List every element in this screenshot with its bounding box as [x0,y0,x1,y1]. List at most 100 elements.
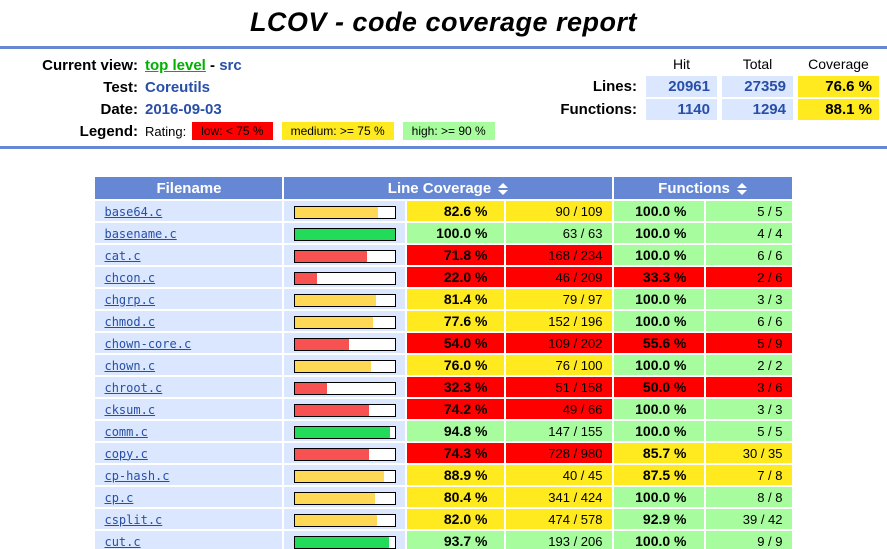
lines-hit: 20961 [646,76,717,97]
func-pct-cell: 100.0 % [613,223,704,243]
file-link[interactable]: chcon.c [104,270,156,285]
coverage-bar-fill [294,382,328,394]
coverage-bar [293,337,396,351]
table-row: cut.c 93.7 % 193 / 206 100.0 % 9 / 9 [95,531,792,549]
filename-cell: comm.c [95,421,283,441]
table-row: cksum.c 74.2 % 49 / 66 100.0 % 3 / 3 [95,399,792,419]
current-view-value: top level - src [145,57,242,74]
coverage-bar-fill [294,228,395,240]
filename-header-label: Filename [156,179,222,197]
legend-medium-badge: medium: >= 75 % [281,122,394,140]
line-ratio-cell: 193 / 206 [506,531,612,549]
coverage-bar-cell [284,377,406,397]
file-link[interactable]: cp-hash.c [104,468,170,483]
lines-label: Lines: [592,78,637,95]
line-pct-cell: 77.6 % [407,311,505,331]
coverage-bar [293,249,396,263]
file-link[interactable]: base64.c [104,204,163,219]
test-label: Test: [103,78,138,96]
legend-label: Legend: [79,122,138,140]
line-ratio-cell: 46 / 209 [506,267,612,287]
coverage-bar [293,469,396,483]
line-pct-cell: 74.2 % [407,399,505,419]
func-pct-cell: 87.5 % [613,465,704,485]
filename-cell: chcon.c [95,267,283,287]
table-row: copy.c 74.3 % 728 / 980 85.7 % 30 / 35 [95,443,792,463]
coverage-bar-fill [294,294,377,306]
line-pct-cell: 100.0 % [407,223,505,243]
func-pct-cell: 100.0 % [613,245,704,265]
filename-cell: cat.c [95,245,283,265]
filename-cell: cksum.c [95,399,283,419]
coverage-bar [293,425,396,439]
line-pct-cell: 32.3 % [407,377,505,397]
func-ratio-cell: 9 / 9 [705,531,792,549]
file-link[interactable]: comm.c [104,424,148,439]
file-link[interactable]: chroot.c [104,380,163,395]
file-link[interactable]: chown.c [104,358,156,373]
coverage-bar-cell [284,465,406,485]
coverage-bar-fill [294,272,317,284]
file-link[interactable]: cksum.c [104,402,156,417]
table-row: comm.c 94.8 % 147 / 155 100.0 % 5 / 5 [95,421,792,441]
coverage-bar-fill [294,206,378,218]
top-divider [0,46,887,49]
file-link[interactable]: copy.c [104,446,148,461]
file-link[interactable]: csplit.c [104,512,163,527]
line-ratio-cell: 76 / 100 [506,355,612,375]
summary-col-total: Total [742,56,773,72]
line-coverage-sort-icon[interactable] [498,182,509,195]
line-pct-cell: 76.0 % [407,355,505,375]
filename-cell: chroot.c [95,377,283,397]
func-ratio-cell: 5 / 5 [705,201,792,221]
line-pct-cell: 93.7 % [407,531,505,549]
line-pct-cell: 82.0 % [407,509,505,529]
filename-cell: basename.c [95,223,283,243]
test-value: Coreutils [145,78,211,96]
line-ratio-cell: 168 / 234 [506,245,612,265]
summary-col-coverage: Coverage [808,56,869,72]
func-pct-cell: 33.3 % [613,267,704,287]
line-pct-cell: 81.4 % [407,289,505,309]
coverage-bar-fill [294,492,376,504]
file-link[interactable]: chown-core.c [104,336,192,351]
filename-cell: chown-core.c [95,333,283,353]
file-link[interactable]: basename.c [104,226,177,241]
func-ratio-cell: 39 / 42 [705,509,792,529]
file-link[interactable]: chgrp.c [104,292,156,307]
coverage-bar [293,381,396,395]
coverage-bar-cell [284,355,406,375]
filename-column-header: Filename [95,177,283,199]
line-ratio-cell: 474 / 578 [506,509,612,529]
functions-header-label: Functions [658,179,730,197]
line-ratio-cell: 147 / 155 [506,421,612,441]
func-ratio-cell: 2 / 2 [705,355,792,375]
current-view-row: Current view: top level - src [8,54,504,76]
table-row: cp-hash.c 88.9 % 40 / 45 87.5 % 7 / 8 [95,465,792,485]
top-level-link[interactable]: top level [145,56,206,74]
line-ratio-cell: 90 / 109 [506,201,612,221]
func-ratio-cell: 5 / 5 [705,421,792,441]
lines-total: 27359 [722,76,793,97]
file-link[interactable]: chmod.c [104,314,156,329]
file-link[interactable]: cat.c [104,248,141,263]
coverage-bar [293,205,396,219]
filename-cell: base64.c [95,201,283,221]
line-ratio-cell: 40 / 45 [506,465,612,485]
file-link[interactable]: cp.c [104,490,134,505]
func-ratio-cell: 3 / 6 [705,377,792,397]
filename-cell: chgrp.c [95,289,283,309]
line-pct-cell: 88.9 % [407,465,505,485]
file-link[interactable]: cut.c [104,534,141,549]
func-pct-cell: 100.0 % [613,399,704,419]
functions-sort-icon[interactable] [736,182,747,195]
coverage-bar-cell [284,531,406,549]
coverage-bar-fill [294,250,367,262]
current-dir: src [219,56,242,74]
coverage-table: Filename Line Coverage Functions base64.… [93,175,793,549]
coverage-bar [293,447,396,461]
func-ratio-cell: 5 / 9 [705,333,792,353]
coverage-bar [293,293,396,307]
coverage-bar [293,227,396,241]
coverage-bar [293,359,396,373]
